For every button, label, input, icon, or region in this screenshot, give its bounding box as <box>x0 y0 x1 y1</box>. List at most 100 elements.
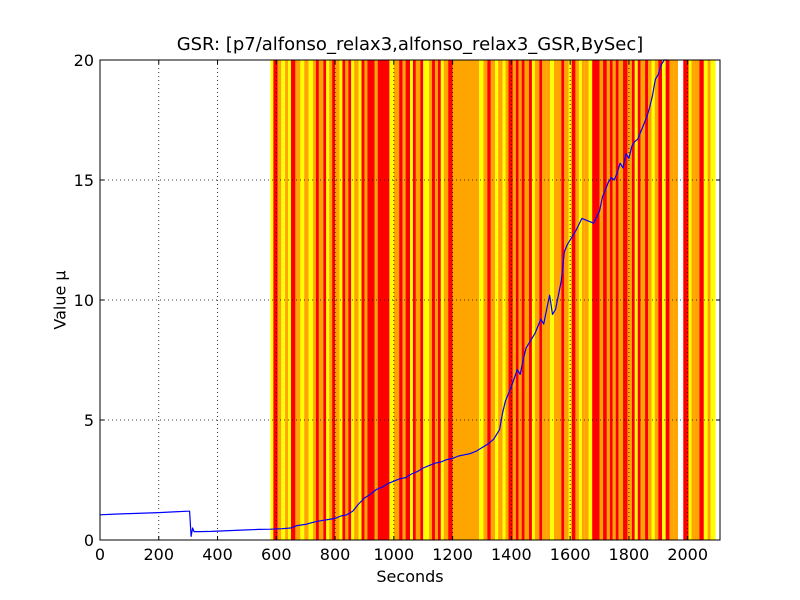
y-axis-label: Value µ <box>50 270 70 330</box>
x-tick-label: 400 <box>202 545 233 564</box>
band-red <box>361 60 365 540</box>
band-yellow <box>288 60 291 540</box>
band-orange <box>285 60 289 540</box>
band-orange <box>534 60 540 540</box>
band-yellow <box>270 60 274 540</box>
band-red <box>592 60 600 540</box>
band-orange <box>553 60 557 540</box>
band-yellow <box>300 60 305 540</box>
band-orange <box>455 60 480 540</box>
band-orange <box>483 60 488 540</box>
band-yellow <box>308 60 314 540</box>
band-red <box>315 60 319 540</box>
band-red <box>377 60 390 540</box>
band-orange <box>640 60 646 540</box>
band-orange <box>335 60 340 540</box>
band-orange <box>648 60 652 540</box>
band-orange <box>277 60 282 540</box>
x-tick-label: 600 <box>261 545 292 564</box>
band-red <box>412 60 416 540</box>
x-tick-label: 1400 <box>491 545 532 564</box>
band-orange <box>584 60 589 540</box>
band-red <box>571 60 576 540</box>
series-line <box>99 59 668 538</box>
band-orange <box>364 60 368 540</box>
x-tick-label: 1600 <box>550 545 591 564</box>
band-yellow <box>688 60 692 540</box>
band-orange <box>524 60 530 540</box>
band-red <box>623 60 628 540</box>
band-orange <box>669 60 674 540</box>
band-yellow <box>326 60 330 540</box>
band-red <box>631 60 635 540</box>
band-orange <box>318 60 324 540</box>
band-red <box>448 60 453 540</box>
band-orange <box>581 60 585 540</box>
band-orange <box>564 60 569 540</box>
y-tick-label: 10 <box>74 291 94 310</box>
band-red <box>645 60 649 540</box>
band-red <box>699 60 704 540</box>
band-orange <box>429 60 433 540</box>
band-red <box>665 60 670 540</box>
band-red <box>615 60 619 540</box>
y-tick-label: 15 <box>74 171 94 190</box>
band-yellow <box>389 60 394 540</box>
band-yellow <box>440 60 444 540</box>
band-orange <box>512 60 516 540</box>
band-red <box>342 60 346 540</box>
band-red <box>367 60 375 540</box>
band-orange <box>295 60 301 540</box>
band-orange <box>505 60 509 540</box>
band-red <box>432 60 435 540</box>
band-red <box>508 60 513 540</box>
band-orange <box>443 60 449 540</box>
chart-title: GSR: [p7/alfonso_relax3,alfonso_relax3_G… <box>176 34 644 55</box>
band-orange <box>304 60 309 540</box>
band-red <box>521 60 525 540</box>
x-tick-label: 1800 <box>609 545 650 564</box>
axis-ticks: 0 200 400 600 800 1000 1200 1400 1600 1800 2000 0 5 1… <box>74 51 720 564</box>
band-yellow <box>531 60 535 540</box>
band-red <box>348 60 352 540</box>
band-red <box>487 60 491 540</box>
band-yellow <box>410 60 413 540</box>
band-yellow <box>281 60 286 540</box>
x-axis-label: Seconds <box>376 567 444 586</box>
x-tick-label: 0 <box>95 545 105 564</box>
band-red <box>405 60 410 540</box>
band-orange <box>612 60 616 540</box>
band-yellow <box>703 60 708 540</box>
band-yellow <box>710 60 716 540</box>
band-orange <box>599 60 604 540</box>
x-tick-label: 2000 <box>667 545 708 564</box>
band-orange <box>490 60 496 540</box>
y-tick-label: 5 <box>84 411 94 430</box>
x-tick-label: 800 <box>320 545 351 564</box>
band-red <box>332 60 336 540</box>
band-yellow <box>588 60 593 540</box>
band-red <box>637 60 641 540</box>
band-red <box>529 60 532 540</box>
band-yellow <box>651 60 655 540</box>
band-yellow <box>662 60 666 540</box>
band-red <box>609 60 613 540</box>
band-red <box>683 60 689 540</box>
band-red <box>290 60 296 540</box>
y-tick-label: 0 <box>84 531 94 550</box>
series-layer <box>99 59 668 538</box>
x-tick-label: 200 <box>143 545 174 564</box>
y-tick-label: 20 <box>74 51 94 70</box>
band-orange <box>452 60 456 540</box>
band-orange <box>627 60 632 540</box>
x-tick-label: 1200 <box>432 545 473 564</box>
band-orange <box>329 60 333 540</box>
band-yellow <box>479 60 484 540</box>
band-orange <box>415 60 421 540</box>
band-orange <box>673 60 678 540</box>
band-orange <box>556 60 562 540</box>
band-red <box>561 60 565 540</box>
band-orange <box>313 60 316 540</box>
